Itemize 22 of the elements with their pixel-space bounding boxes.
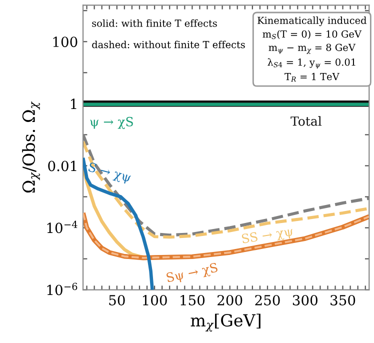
y-axis-title: Ω$_{χ}$/Obs. Ω$_{χ}$	[22, 101, 40, 193]
text: Kinematically induced m$_{S}$(T = 0) = 10 GeV m$_{ψ}$ − m$_{χ}$ = 8 GeV λ$_{S4}$ = 1, y$_{ψ}$ = 0.01 T$_{R}$ = 1 TeV	[258, 16, 366, 82]
y-tick-label: 10$^{−4}$	[47, 220, 78, 234]
annotation: dashed: without finite T effects	[92, 40, 245, 48]
x-tick-label: 150	[180, 294, 205, 306]
text: SS → χψ	[242, 226, 294, 246]
y-tick-label: 10$^{−6}$	[47, 282, 78, 296]
series-label: Total	[290, 116, 322, 126]
text: S → χψ	[87, 162, 132, 185]
text: Sψ → χS	[166, 262, 218, 285]
x-tick-label: 250	[255, 294, 280, 306]
x-tick-label: 50	[109, 294, 125, 306]
y-tick-label: 0.01	[48, 160, 76, 172]
x-tick-label: 300	[292, 294, 318, 306]
y-tick-label: 100	[53, 36, 78, 48]
x-tick-label: 200	[218, 294, 242, 306]
x-tick-label: 350	[330, 294, 356, 306]
x-axis-title: m$_{χ}$[GeV]	[190, 314, 260, 332]
y-tick-label: 1	[71, 98, 76, 109]
annotation: solid: with finite T effects	[92, 19, 217, 27]
x-tick-label: 100	[142, 294, 167, 306]
series-label: ψ → χS	[90, 116, 133, 129]
